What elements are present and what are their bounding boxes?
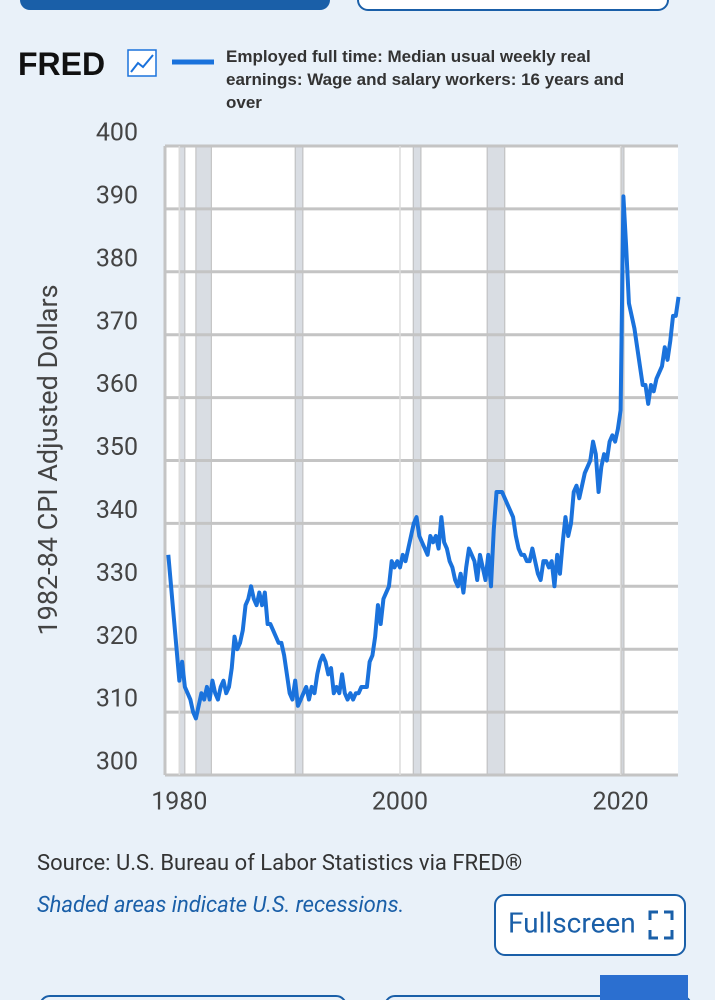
- x-tick-label: 1980: [151, 788, 207, 817]
- y-tick-label: 400: [96, 119, 138, 148]
- series-line: [166, 194, 681, 721]
- source: Source: U.S. Bureau of Labor Statistics …: [37, 851, 522, 876]
- legend-label: Employed full time: Median usual weekly …: [226, 47, 625, 112]
- y-tick-label: 350: [96, 433, 138, 462]
- logo-icon: [127, 49, 157, 77]
- bottom-button[interactable]: [385, 995, 691, 1000]
- logo-icon: [130, 54, 154, 73]
- logo: FRED: [18, 46, 105, 82]
- y-tick-label: 300: [96, 748, 138, 777]
- top-button[interactable]: [357, 0, 669, 11]
- y-tick-label: 320: [96, 622, 138, 651]
- x-tick-label: 2000: [372, 788, 428, 817]
- note: Shaded areas indicate U.S. recessions.: [37, 893, 404, 918]
- bottom-button[interactable]: [40, 995, 346, 1000]
- x-tick-label: 2020: [593, 788, 649, 817]
- fullscreen-label[interactable]: Fullscreen: [508, 906, 636, 939]
- y-tick-label: 330: [96, 559, 138, 588]
- y-tick-label: 340: [96, 496, 138, 525]
- top-button[interactable]: [20, 0, 330, 10]
- y-tick-label: 310: [96, 685, 138, 714]
- y-tick-label: 360: [96, 370, 138, 399]
- y-tick-label: 370: [96, 307, 138, 336]
- y-tick-label: 390: [96, 182, 138, 211]
- scroll-top-button[interactable]: [600, 975, 688, 1000]
- y-tick-label: 380: [96, 244, 138, 273]
- fullscreen-icon[interactable]: [648, 910, 674, 940]
- y-axis-title: 1982-84 CPI Adjusted Dollars: [32, 284, 64, 635]
- fullscreen-button[interactable]: [494, 894, 686, 956]
